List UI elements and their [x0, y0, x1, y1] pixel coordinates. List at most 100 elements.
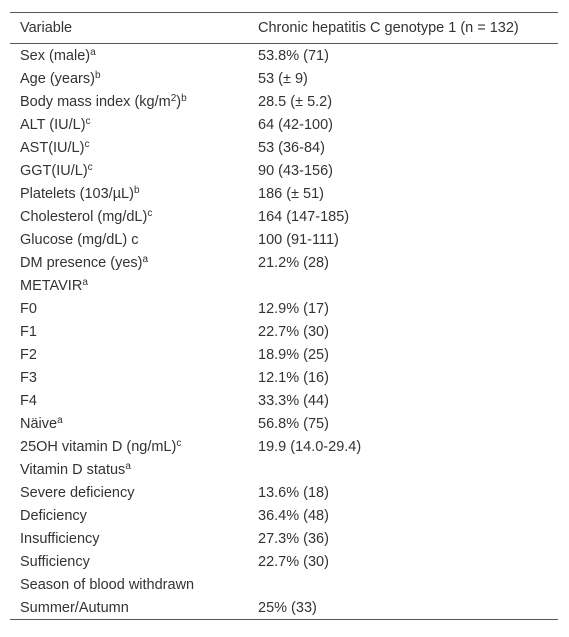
table-row: F1 22.7% (30): [10, 320, 558, 343]
label-text: METAVIR: [20, 277, 83, 294]
table-row: Platelets (103/µL)b 186 (± 51): [10, 182, 558, 205]
superscript: a: [90, 46, 96, 58]
variable-cell: Insufficiency: [10, 527, 248, 550]
table-row: Sex (male)a 53.8% (71): [10, 44, 558, 68]
table-row: F4 33.3% (44): [10, 389, 558, 412]
table-row: GGT(IU/L)c 90 (43-156): [10, 159, 558, 182]
value-cell: 18.9% (25): [258, 346, 329, 363]
value-cell: 90 (43-156): [258, 162, 333, 179]
value-cell: 53 (36-84): [258, 139, 325, 156]
variable-cell: Body mass index (kg/m2)b: [10, 90, 248, 113]
label-text: F4: [20, 392, 37, 409]
table-row: METAVIRa: [10, 274, 558, 297]
superscript: c: [87, 161, 93, 173]
superscript: c: [84, 138, 90, 150]
variable-cell: Sufficiency: [10, 550, 248, 573]
table-row: Sufficiency 22.7% (30): [10, 550, 558, 573]
superscript: c: [176, 437, 182, 449]
value-cell: 22.7% (30): [258, 323, 329, 340]
table-row: F2 18.9% (25): [10, 343, 558, 366]
label-text: Glucose (mg/dL) c: [20, 231, 139, 248]
variable-cell: Glucose (mg/dL) c: [10, 228, 248, 251]
superscript: a: [142, 253, 149, 265]
variable-cell: Näivea: [10, 412, 248, 435]
variable-cell: ALT (IU/L)c: [10, 113, 248, 136]
value-cell: 164 (147-185): [258, 208, 350, 225]
value-cell: [248, 458, 558, 481]
variable-cell: F1: [10, 320, 248, 343]
label-text: Summer/Autumn: [20, 599, 129, 616]
label-text: Deficiency: [20, 507, 87, 524]
superscript: a: [82, 276, 88, 288]
table-row: Season of blood withdrawn: [10, 573, 558, 596]
superscript: a: [57, 414, 63, 426]
value-cell: 13.6% (18): [258, 484, 329, 501]
variable-cell: Cholesterol (mg/dL)c: [10, 205, 248, 228]
variable-cell: DM presence (yes)a: [10, 251, 248, 274]
table-row: DM presence (yes)a 21.2% (28): [10, 251, 558, 274]
variable-cell: Platelets (103/µL)b: [10, 182, 248, 205]
label-text: Näive: [20, 415, 58, 432]
value-cell: [248, 573, 558, 596]
label-text: Sufficiency: [20, 553, 90, 570]
table-row: Cholesterol (mg/dL)c 164 (147-185): [10, 205, 558, 228]
table-head: Variable Chronic hepatitis C genotype 1 …: [10, 12, 558, 44]
value-cell: 53 (± 9): [258, 70, 308, 87]
header-cell: Chronic hepatitis C genotype 1 (n = 132): [258, 20, 519, 36]
variable-cell: GGT(IU/L)c: [10, 159, 248, 182]
variable-cell: Sex (male)a: [10, 44, 248, 68]
label-text: Season of blood withdrawn: [20, 576, 195, 593]
table-row: Body mass index (kg/m2)b 28.5 (± 5.2): [10, 90, 558, 113]
value-cell: 33.3% (44): [258, 392, 329, 409]
value-cell: 36.4% (48): [258, 507, 329, 524]
data-table: Variable Chronic hepatitis C genotype 1 …: [10, 12, 558, 620]
label-text: F0: [20, 300, 37, 317]
variable-cell: F2: [10, 343, 248, 366]
label-text: F1: [20, 323, 37, 340]
value-cell: [248, 274, 558, 297]
label-text: Severe deficiency: [20, 484, 135, 501]
table-row: Deficiency 36.4% (48): [10, 504, 558, 527]
variable-cell: Season of blood withdrawn: [10, 573, 248, 596]
label-text: Body mass index (kg/m: [20, 93, 171, 110]
label-text: ALT (IU/L): [20, 116, 86, 133]
value-cell: 28.5 (± 5.2): [258, 93, 333, 110]
table-row: Näivea 56.8% (75): [10, 412, 558, 435]
label-text: Vitamin D status: [20, 461, 126, 478]
label-text: GGT(IU/L): [20, 162, 88, 179]
table-row: Summer/Autumn 25% (33): [10, 596, 558, 620]
variable-cell: F3: [10, 366, 248, 389]
table-row: Age (years)b 53 (± 9): [10, 67, 558, 90]
label-text: Sex (male): [20, 47, 91, 64]
variable-cell: Vitamin D statusa: [10, 458, 248, 481]
table-row: AST(IU/L)c 53 (36-84): [10, 136, 558, 159]
superscript: b: [181, 92, 187, 104]
value-cell: 21.2% (28): [258, 254, 329, 271]
table-row: 25OH vitamin D (ng/mL)c 19.9 (14.0-29.4): [10, 435, 558, 458]
superscript: c: [85, 115, 91, 127]
value-cell: 19.9 (14.0-29.4): [258, 438, 362, 455]
label-text: Platelets (103/µL): [20, 185, 134, 202]
label-text: AST(IU/L): [20, 139, 85, 156]
value-cell: 186 (± 51): [258, 185, 324, 202]
variable-cell: Severe deficiency: [10, 481, 248, 504]
label-text: 25OH vitamin D (ng/mL): [20, 438, 177, 455]
header-row: Variable Chronic hepatitis C genotype 1 …: [10, 12, 558, 44]
variable-cell: Summer/Autumn: [10, 596, 248, 620]
variable-cell: METAVIRa: [10, 274, 248, 297]
value-cell: 22.7% (30): [258, 553, 329, 570]
label-text: Insufficiency: [20, 530, 100, 547]
superscript: a: [125, 460, 131, 472]
table-body: Sex (male)a 53.8% (71) Age (years)b 53 (± 9…: [10, 44, 558, 620]
label-text: Age (years): [20, 70, 95, 87]
label-text: F2: [20, 346, 37, 363]
variable-cell: F0: [10, 297, 248, 320]
variable-cell: AST(IU/L)c: [10, 136, 248, 159]
value-cell: 100 (91-111): [258, 231, 339, 248]
value-cell: 12.9% (17): [258, 300, 329, 317]
value-cell: 64 (42-100): [258, 116, 333, 133]
variable-cell: Age (years)b: [10, 67, 248, 90]
value-cell: 12.1% (16): [258, 369, 329, 386]
value-cell: 27.3% (36): [258, 530, 329, 547]
